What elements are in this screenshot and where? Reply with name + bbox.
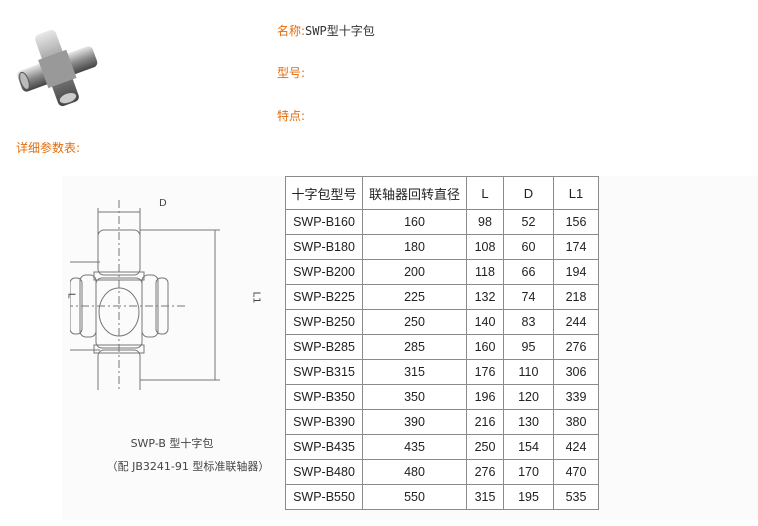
table-cell: 176 — [466, 359, 504, 385]
product-features: 特点: — [277, 105, 305, 124]
table-cell: 83 — [503, 309, 554, 335]
table-cell: SWP-B480 — [285, 459, 363, 485]
table-row: SWP-B435 435 250 154 424 — [285, 434, 599, 460]
table-cell: 350 — [362, 384, 467, 410]
table-cell: 339 — [553, 384, 599, 410]
table-row: SWP-B200 200 118 66 194 — [285, 259, 599, 285]
table-cell: 276 — [466, 459, 504, 485]
table-cell: SWP-B285 — [285, 334, 363, 360]
table-cell: SWP-B180 — [285, 234, 363, 260]
dim-d-label: D — [159, 198, 167, 209]
product-model: 型号: — [277, 62, 305, 81]
diagram-caption-2: （配 JB3241-91 型标准联轴器） — [106, 460, 270, 473]
table-cell: 195 — [503, 484, 554, 510]
table-cell: 110 — [503, 359, 554, 385]
table-row: SWP-B550 550 315 195 535 — [285, 484, 599, 510]
table-cell: 154 — [503, 434, 554, 460]
params-label: 详细参数表: — [16, 141, 81, 155]
table-row: SWP-B285 285 160 95 276 — [285, 334, 599, 360]
table-cell: 196 — [466, 384, 504, 410]
table-cell: 285 — [362, 334, 467, 360]
table-cell: 315 — [362, 359, 467, 385]
table-cell: SWP-B225 — [285, 284, 363, 310]
table-cell: 194 — [553, 259, 599, 285]
header-l1: L1 — [553, 176, 599, 210]
table-cell: SWP-B200 — [285, 259, 363, 285]
table-cell: 95 — [503, 334, 554, 360]
table-cell: 108 — [466, 234, 504, 260]
table-cell: 424 — [553, 434, 599, 460]
table-cell: 480 — [362, 459, 467, 485]
table-cell: 52 — [503, 209, 554, 235]
name-value: SWP型十字包 — [305, 24, 375, 38]
table-row: SWP-B250 250 140 83 244 — [285, 309, 599, 335]
table-cell: 380 — [553, 409, 599, 435]
product-name: 名称:SWP型十字包 — [277, 20, 375, 39]
table-cell: 140 — [466, 309, 504, 335]
table-cell: 306 — [553, 359, 599, 385]
table-cell: 60 — [503, 234, 554, 260]
table-cell: 435 — [362, 434, 467, 460]
table-cell: 74 — [503, 284, 554, 310]
table-cell: 132 — [466, 284, 504, 310]
table-row: SWP-B180 180 108 60 174 — [285, 234, 599, 260]
header-diameter: 联轴器回转直径 — [362, 176, 467, 210]
table-cell: 250 — [362, 309, 467, 335]
table-row: SWP-B315 315 176 110 306 — [285, 359, 599, 385]
name-label: 名称: — [277, 24, 306, 38]
table-cell: 118 — [466, 259, 504, 285]
header-d: D — [503, 176, 554, 210]
cross-drawing — [70, 200, 220, 390]
table-row: SWP-B390 390 216 130 380 — [285, 409, 599, 435]
table-cell: 535 — [553, 484, 599, 510]
table-cell: 120 — [503, 384, 554, 410]
table-cell: 225 — [362, 284, 467, 310]
table-row: SWP-B225 225 132 74 218 — [285, 284, 599, 310]
table-row: SWP-B160 160 98 52 156 — [285, 209, 599, 235]
table-cell: 244 — [553, 309, 599, 335]
table-cell: 470 — [553, 459, 599, 485]
table-cell: 66 — [503, 259, 554, 285]
table-cell: 98 — [466, 209, 504, 235]
table-cell: SWP-B550 — [285, 484, 363, 510]
table-cell: 550 — [362, 484, 467, 510]
table-header-row: 十字包型号 联轴器回转直径 L D L1 — [285, 176, 599, 210]
product-photo — [17, 29, 98, 107]
table-cell: SWP-B160 — [285, 209, 363, 235]
table-cell: 180 — [362, 234, 467, 260]
table-cell: 390 — [362, 409, 467, 435]
model-label: 型号: — [277, 66, 306, 80]
feature-label: 特点: — [277, 109, 306, 123]
table-cell: 200 — [362, 259, 467, 285]
table-row: SWP-B480 480 276 170 470 — [285, 459, 599, 485]
table-cell: 170 — [503, 459, 554, 485]
spec-table: 十字包型号 联轴器回转直径 L D L1 SWP-B160 160 98 52 156 S… — [285, 176, 599, 510]
table-cell: SWP-B315 — [285, 359, 363, 385]
table-cell: 160 — [362, 209, 467, 235]
diagram-caption-1: SWP-B 型十字包 — [130, 437, 214, 450]
table-cell: SWP-B250 — [285, 309, 363, 335]
table-cell: 156 — [553, 209, 599, 235]
table-row: SWP-B350 350 196 120 339 — [285, 384, 599, 410]
table-cell: 276 — [553, 334, 599, 360]
header-model: 十字包型号 — [285, 176, 363, 210]
table-cell: SWP-B435 — [285, 434, 363, 460]
dim-l1-label: L1 — [250, 291, 262, 304]
table-cell: 130 — [503, 409, 554, 435]
table-cell: 174 — [553, 234, 599, 260]
dim-l-label: L — [65, 292, 77, 299]
table-cell: 216 — [466, 409, 504, 435]
table-cell: 218 — [553, 284, 599, 310]
header-l: L — [466, 176, 504, 210]
table-cell: 160 — [466, 334, 504, 360]
table-cell: 315 — [466, 484, 504, 510]
table-cell: 250 — [466, 434, 504, 460]
table-cell: SWP-B390 — [285, 409, 363, 435]
table-cell: SWP-B350 — [285, 384, 363, 410]
